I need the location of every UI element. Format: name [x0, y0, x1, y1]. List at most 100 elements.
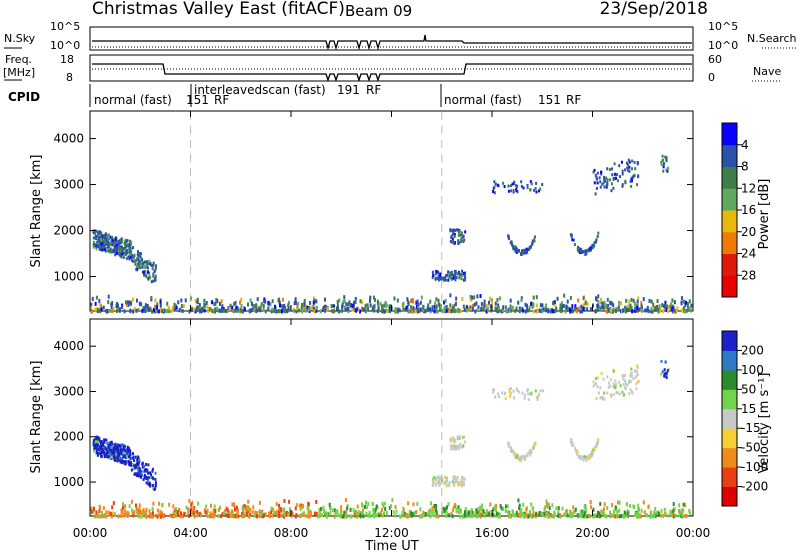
echo-mark: [652, 510, 655, 515]
echo-mark: [537, 395, 540, 399]
echo-mark: [532, 444, 535, 448]
echo-mark: [585, 249, 588, 253]
echo-mark: [124, 510, 127, 515]
echo-mark: [507, 444, 510, 448]
echo-mark: [422, 305, 425, 310]
echo-mark: [475, 508, 478, 513]
echo-mark: [493, 388, 496, 392]
echo-mark: [480, 302, 483, 307]
echo-mark: [449, 439, 452, 443]
echo-mark: [214, 307, 217, 312]
echo-mark: [246, 507, 249, 512]
echo-mark: [678, 512, 681, 517]
echo-mark: [569, 512, 572, 517]
echo-mark: [552, 309, 555, 314]
echo-mark: [589, 307, 592, 312]
echo-mark: [118, 451, 121, 455]
echo-mark: [615, 391, 618, 395]
echo-mark: [595, 176, 598, 180]
echo-mark: [574, 507, 577, 512]
echo-mark: [279, 303, 282, 308]
echo-mark: [608, 178, 611, 182]
echo-mark: [124, 453, 127, 457]
echo-mark: [137, 263, 140, 267]
echo-mark: [454, 228, 457, 232]
echo-mark: [457, 505, 460, 510]
echo-mark: [527, 392, 530, 396]
echo-mark: [307, 510, 310, 515]
echo-mark: [310, 513, 313, 518]
echo-mark: [516, 184, 519, 188]
echo-mark: [451, 273, 454, 277]
echo-mark: [389, 304, 392, 309]
echo-mark: [148, 271, 151, 275]
echo-mark: [295, 503, 298, 508]
echo-mark: [529, 513, 532, 518]
echo-mark: [362, 508, 365, 513]
echo-mark: [453, 481, 456, 485]
echo-mark: [323, 297, 326, 302]
echo-mark: [115, 450, 118, 454]
echo-mark: [534, 186, 537, 190]
echo-mark: [456, 435, 459, 439]
echo-mark: [172, 511, 175, 516]
echo-mark: [490, 308, 493, 313]
echo-mark: [524, 457, 527, 461]
echo-mark: [271, 513, 274, 518]
echo-mark: [530, 182, 533, 186]
echo-mark: [526, 387, 529, 391]
echo-mark: [161, 513, 164, 518]
echo-mark: [530, 514, 533, 519]
echo-mark: [593, 181, 596, 185]
echo-mark: [680, 296, 683, 301]
echo-mark: [287, 303, 290, 308]
echo-mark: [480, 306, 483, 311]
echo-mark: [380, 507, 383, 512]
echo-mark: [511, 305, 514, 310]
echo-mark: [510, 189, 513, 193]
echo-mark: [96, 240, 99, 244]
echo-mark: [95, 435, 98, 439]
echo-mark: [582, 250, 585, 254]
echo-mark: [560, 307, 563, 312]
echo-mark: [173, 513, 176, 518]
echo-mark: [600, 297, 603, 302]
echo-mark: [486, 509, 489, 514]
echo-mark: [340, 508, 343, 513]
echo-mark: [623, 386, 626, 390]
echo-mark: [376, 299, 379, 304]
echo-mark: [456, 475, 459, 479]
echo-mark: [374, 507, 377, 512]
echo-mark: [665, 307, 668, 312]
echo-mark: [594, 377, 597, 381]
echo-mark: [121, 239, 124, 243]
echo-mark: [341, 304, 344, 309]
echo-mark: [433, 481, 436, 485]
echo-mark: [592, 514, 595, 519]
echo-mark: [133, 306, 136, 311]
echo-mark: [457, 510, 460, 515]
echo-mark: [196, 300, 199, 305]
colorbar-tick-label: 24: [741, 247, 756, 261]
echo-mark: [130, 301, 133, 306]
echo-mark: [147, 471, 150, 475]
echo-mark: [458, 437, 461, 441]
echo-mark: [130, 508, 133, 513]
echo-mark: [124, 252, 127, 256]
echo-mark: [139, 252, 142, 256]
echo-mark: [637, 508, 640, 513]
echo-mark: [629, 179, 632, 183]
echo-mark: [412, 502, 415, 507]
echo-mark: [124, 450, 127, 454]
echo-mark: [294, 506, 297, 511]
echo-mark: [95, 445, 98, 449]
echo-mark: [685, 514, 688, 519]
echo-mark: [453, 441, 456, 445]
echo-mark: [131, 462, 134, 466]
echo-mark: [577, 298, 580, 303]
echo-mark: [487, 512, 490, 517]
colorbar-frame: [721, 330, 738, 507]
echo-mark: [616, 510, 619, 515]
echo-mark: [315, 308, 318, 313]
echo-mark: [630, 374, 633, 378]
